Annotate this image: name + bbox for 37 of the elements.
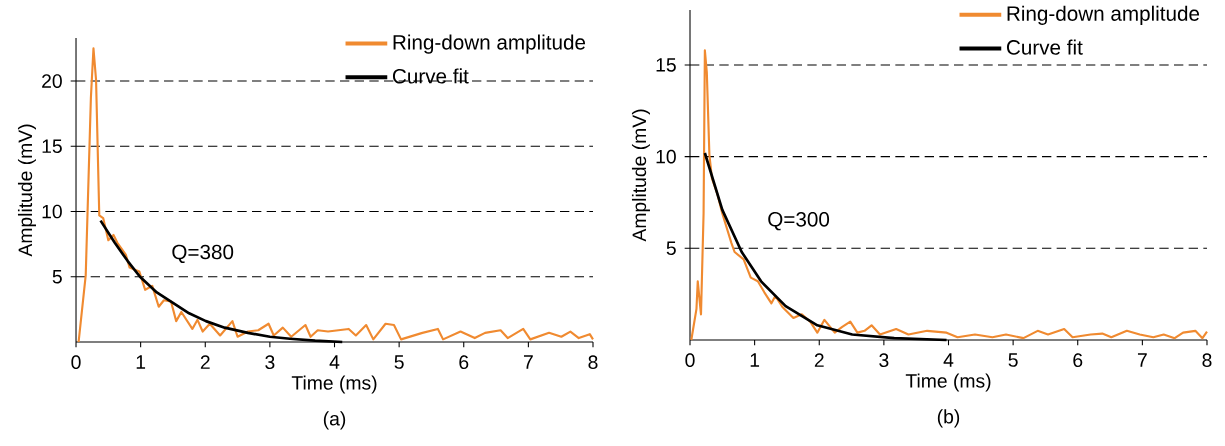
x-tick-label: 3 [879, 353, 889, 368]
x-tick-label: 7 [1137, 353, 1147, 367]
x-tick-label: 8 [1202, 353, 1212, 368]
text: (a) [323, 411, 346, 430]
x-tick-label: 6 [459, 355, 469, 370]
x-tick-label: 1 [750, 353, 760, 367]
x-axis-title: Time (ms) [905, 373, 991, 392]
x-tick-label: 4 [329, 355, 340, 369]
x-axis-title: Time (ms) [291, 375, 377, 394]
x-tick-label: 5 [394, 355, 404, 369]
x-tick-label: 8 [588, 355, 598, 370]
y-tick-label: 10 [42, 204, 62, 219]
y-axis-title: Amplitude (mV) [17, 124, 36, 257]
legend-label: Curve fit [392, 68, 469, 84]
x-tick-label: 0 [71, 355, 81, 370]
annotation: Q=300 [768, 212, 830, 231]
x-tick-label: 4 [943, 353, 954, 367]
x-tick-label: 2 [200, 355, 210, 369]
x-tick-label: 1 [136, 355, 146, 369]
x-tick-label: 0 [685, 353, 695, 368]
y-tick-label: 15 [656, 58, 676, 72]
legend-label: Ring-down amplitude [393, 34, 586, 54]
annotation: Q=380 [172, 244, 234, 264]
x-tick-label: 2 [814, 353, 824, 367]
x-tick-label: 6 [1073, 353, 1083, 368]
legend-label: Curve fit [1006, 39, 1083, 55]
x-tick-label: 5 [1008, 353, 1018, 367]
x-tick-label: 3 [265, 355, 275, 370]
y-tick-label: 5 [52, 270, 62, 284]
y-tick-label: 10 [656, 149, 676, 164]
y-tick-label: 5 [666, 241, 676, 256]
y-axis-title: Amplitude (mV) [631, 109, 650, 242]
y-tick-label: 15 [42, 139, 62, 154]
y-tick-label: 20 [42, 74, 62, 88]
x-tick-label: 7 [523, 355, 533, 369]
legend-label: Ring-down amplitude [1007, 5, 1200, 25]
text: (b) [937, 409, 960, 428]
